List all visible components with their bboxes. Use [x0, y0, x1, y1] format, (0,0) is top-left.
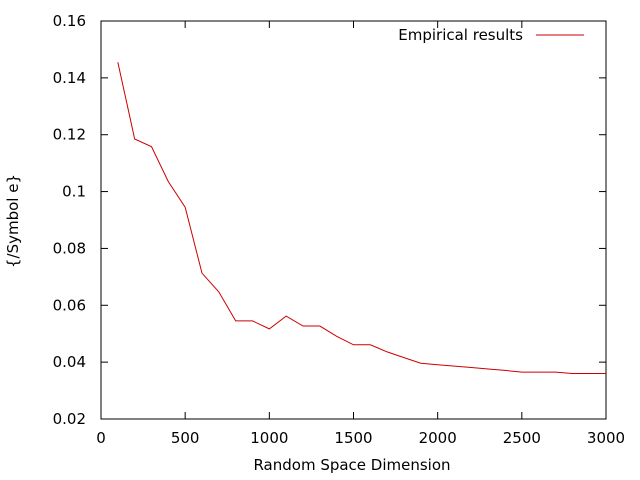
tick-marks [100, 20, 607, 420]
y-tick-label: 0.08 [53, 239, 86, 257]
x-tick-label: 3000 [587, 429, 625, 447]
tick-labels: 0 500 1000 1500 2000 2500 3000 0.02 0.04 0.06 0.08… [53, 12, 626, 447]
x-tick-label: 1000 [250, 429, 288, 447]
y-tick-label: 0.12 [53, 126, 86, 144]
series-line-0 [117, 62, 606, 375]
y-tick-label: 0.04 [53, 353, 86, 371]
y-tick-label: 0.14 [53, 69, 86, 87]
x-axis-label: Random Space Dimension [253, 456, 450, 474]
x-tick-label: 2000 [419, 429, 457, 447]
y-tick-label: 0.06 [53, 296, 86, 314]
legend-label: Empirical results [398, 26, 523, 44]
plot-frame [100, 20, 607, 420]
x-tick-label: 0 [96, 429, 106, 447]
y-axis-label: {/Symbol e} [4, 174, 22, 268]
series-layer [117, 62, 606, 375]
x-tick-label: 2500 [503, 429, 541, 447]
x-tick-label: 1500 [334, 429, 372, 447]
legend: Empirical results [398, 26, 584, 44]
x-tick-label: 500 [171, 429, 200, 447]
y-tick-label: 0.1 [62, 183, 86, 201]
y-tick-label: 0.02 [53, 410, 86, 428]
y-tick-label: 0.16 [53, 12, 86, 30]
